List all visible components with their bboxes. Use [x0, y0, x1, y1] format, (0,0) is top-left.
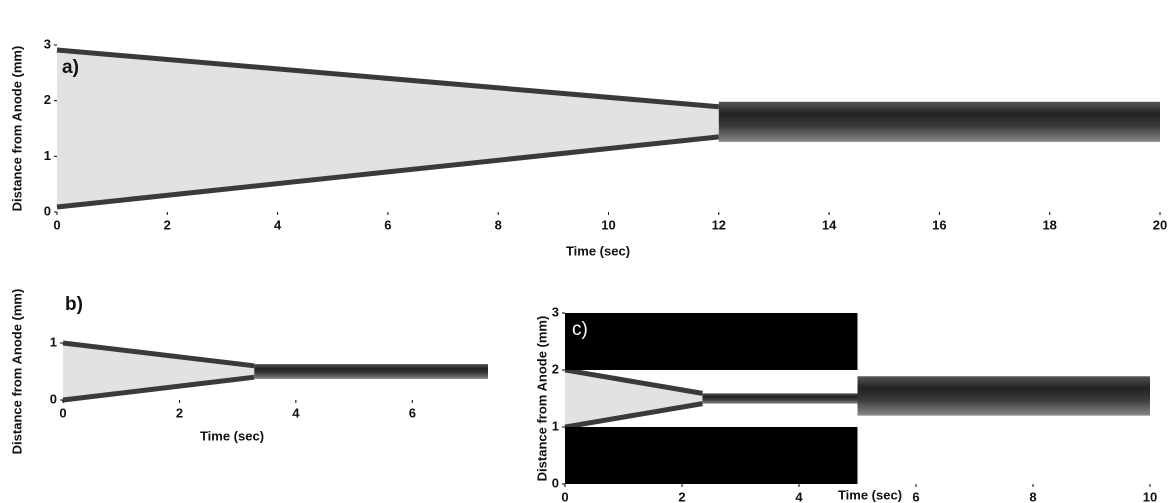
- y-tick-label: 0: [552, 475, 559, 490]
- x-tick-label: 4: [292, 405, 300, 420]
- mask-block: [565, 427, 858, 484]
- x-tick-label: 0: [561, 489, 568, 503]
- x-tick-label: 6: [384, 217, 391, 232]
- density-light: [57, 50, 719, 207]
- y-tick-label: 2: [552, 361, 559, 376]
- density-band: [857, 376, 1150, 416]
- y-tick-label: 0: [44, 203, 51, 218]
- x-tick-label: 0: [59, 405, 66, 420]
- mask-block: [565, 313, 858, 370]
- x-axis-label: Time (sec): [566, 243, 630, 258]
- x-tick-label: 0: [53, 217, 60, 232]
- x-tick-label: 16: [932, 217, 946, 232]
- density-edge: [564, 401, 703, 430]
- x-tick-label: 2: [678, 489, 685, 503]
- density-band: [702, 393, 858, 404]
- x-tick-label: 20: [1153, 217, 1167, 232]
- x-tick-label: 6: [912, 489, 919, 503]
- y-axis-label: Distance from Anode (mm): [9, 289, 24, 455]
- y-tick-label: 0: [50, 391, 57, 406]
- x-tick-label: 10: [1143, 489, 1157, 503]
- panel-label: a): [62, 57, 79, 78]
- density-light: [565, 369, 703, 428]
- panel-label: c): [572, 319, 588, 340]
- y-tick-label: 3: [44, 36, 51, 51]
- x-tick-label: 18: [1042, 217, 1056, 232]
- x-tick-label: 2: [176, 405, 183, 420]
- y-tick-label: 2: [44, 92, 51, 107]
- x-axis-label: Time (sec): [838, 487, 902, 502]
- x-tick-label: 8: [495, 217, 502, 232]
- panel-label: b): [65, 294, 83, 315]
- y-tick-label: 1: [552, 418, 559, 433]
- density-light: [63, 343, 255, 400]
- y-tick-label: 1: [50, 334, 57, 349]
- y-axis-label: Distance from Anode (mm): [9, 46, 24, 212]
- x-tick-label: 2: [164, 217, 171, 232]
- x-tick-label: 4: [274, 217, 282, 232]
- density-edge: [564, 367, 703, 396]
- x-tick-label: 6: [409, 405, 416, 420]
- density-edge: [62, 374, 255, 403]
- x-tick-label: 14: [822, 217, 837, 232]
- density-edge: [56, 47, 720, 110]
- x-tick-label: 10: [601, 217, 615, 232]
- x-axis-label: Time (sec): [200, 428, 264, 443]
- y-axis-label: Distance from Anode (mm): [534, 316, 549, 482]
- y-tick-label: 3: [552, 304, 559, 319]
- y-tick-label: 1: [44, 148, 51, 163]
- x-tick-label: 8: [1029, 489, 1036, 503]
- density-edge: [56, 134, 720, 210]
- density-band: [718, 101, 1160, 142]
- x-tick-label: 4: [795, 489, 803, 503]
- density-edge: [62, 340, 255, 369]
- density-band: [254, 364, 488, 379]
- x-tick-label: 12: [712, 217, 726, 232]
